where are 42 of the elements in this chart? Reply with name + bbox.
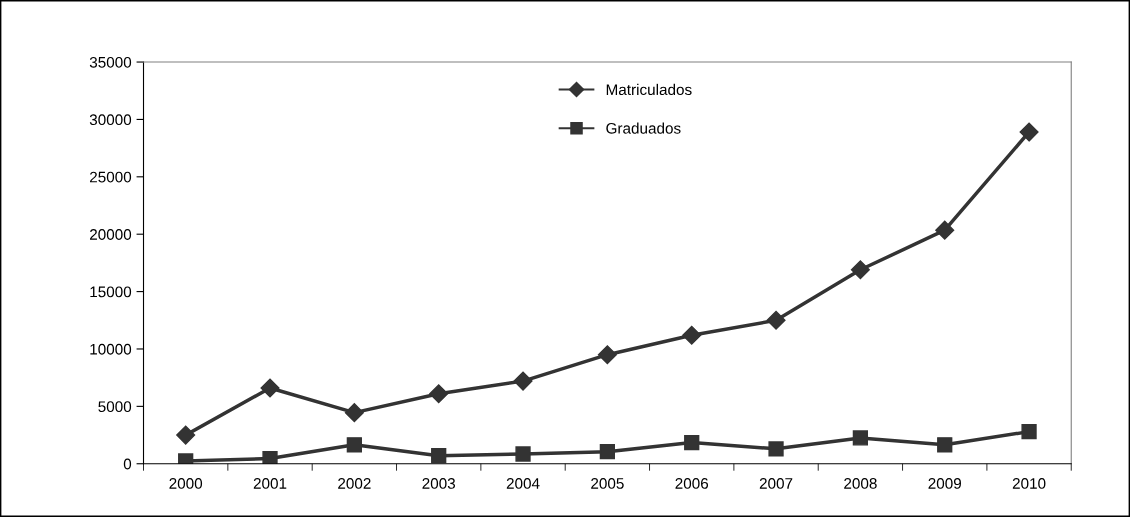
x-tick-label: 2001	[253, 478, 287, 489]
x-tick-label: 2003	[422, 478, 456, 489]
x-tick-label: 2010	[1012, 478, 1046, 489]
point	[1019, 122, 1039, 142]
point	[431, 448, 447, 464]
point	[515, 446, 531, 462]
point	[937, 437, 953, 453]
x-tick-label: 2007	[759, 478, 793, 489]
y-tick-label: 25000	[89, 171, 132, 183]
point	[850, 260, 870, 280]
y-tick-label: 30000	[89, 114, 132, 126]
legend-label: Matriculados	[606, 83, 692, 96]
y-tick-label: 10000	[90, 343, 132, 355]
point	[852, 430, 869, 446]
point	[599, 444, 616, 460]
x-tick-label: 2006	[675, 478, 709, 489]
point	[1021, 423, 1037, 440]
y-tick-label: 15000	[90, 286, 132, 298]
point	[935, 220, 955, 240]
x-tick-label: 2004	[506, 478, 540, 489]
x-tick-label: 2000	[169, 478, 203, 489]
point	[768, 441, 784, 457]
point	[346, 437, 362, 453]
legend-label: Graduados	[606, 122, 681, 134]
point	[766, 310, 786, 330]
y-tick-label: 20000	[89, 229, 132, 240]
point	[513, 371, 533, 391]
point	[684, 434, 700, 451]
point	[597, 345, 617, 365]
y-tick-label: 5000	[98, 401, 132, 413]
point	[429, 384, 449, 404]
point	[176, 425, 196, 445]
y-tick-label: 0	[123, 458, 132, 470]
point	[260, 378, 280, 398]
y-tick-label: 35000	[89, 56, 132, 68]
x-tick-label: 2009	[928, 478, 961, 489]
point	[344, 403, 364, 423]
x-tick-label: 2005	[591, 478, 624, 489]
point	[262, 450, 278, 464]
x-tick-label: 2002	[338, 478, 371, 489]
point	[682, 325, 702, 345]
x-tick-label: 2008	[844, 478, 877, 489]
